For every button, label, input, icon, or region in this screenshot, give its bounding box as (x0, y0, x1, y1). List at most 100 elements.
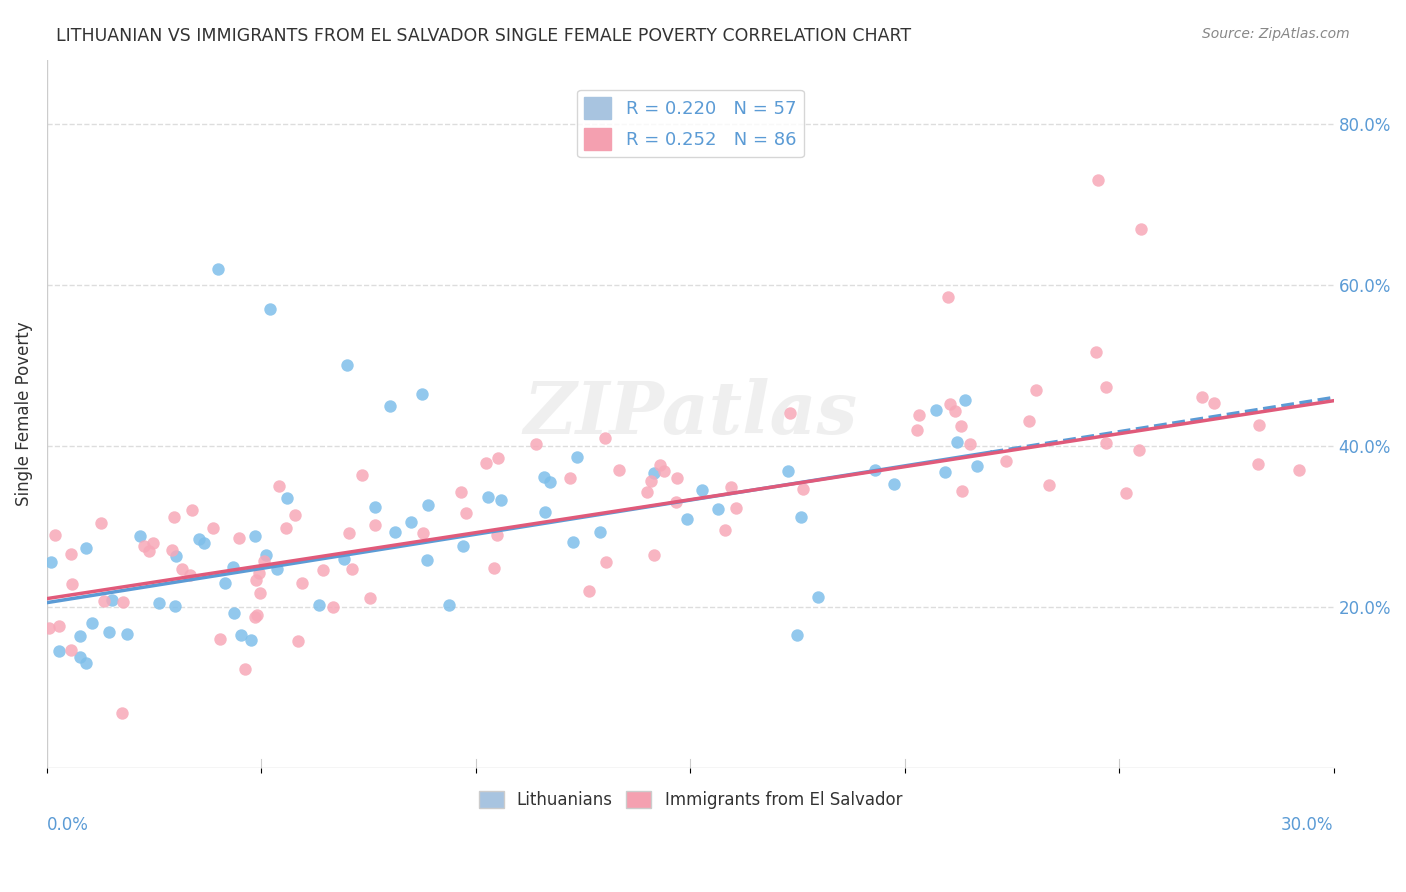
Point (75, 656, 97, 670)
Point (953, 392, 976, 407)
Point (336, 359, 359, 373)
Point (908, 409, 931, 423)
Point (477, 490, 499, 504)
Point (112, 595, 135, 609)
Point (259, 301, 281, 316)
Point (943, 404, 966, 418)
Point (724, 500, 747, 515)
Point (138, 544, 160, 558)
Point (98, 625, 121, 640)
Point (82, 615, 104, 630)
Point (399, 516, 422, 530)
Point (418, 498, 440, 512)
Point (253, 554, 276, 568)
Point (595, 555, 617, 569)
Point (648, 458, 671, 472)
Point (578, 584, 600, 599)
Point (714, 523, 737, 537)
Point (228, 531, 250, 545)
Point (1087, 173, 1109, 187)
Point (1129, 221, 1152, 235)
Point (101, 593, 124, 607)
Point (966, 458, 988, 473)
Point (561, 535, 583, 549)
Point (538, 475, 561, 490)
Point (593, 431, 616, 445)
Point (560, 470, 582, 484)
Point (652, 464, 675, 478)
Point (1025, 384, 1047, 398)
Point (187, 532, 209, 546)
Point (44, 528, 66, 542)
Point (454, 506, 477, 520)
Point (208, 632, 231, 646)
Point (249, 586, 271, 600)
Point (243, 529, 266, 543)
Point (720, 480, 742, 494)
Point (60, 576, 83, 591)
Point (179, 568, 201, 582)
Point (48, 643, 70, 657)
Text: 0.0%: 0.0% (46, 816, 89, 834)
Point (482, 561, 505, 575)
Point (224, 607, 246, 621)
Point (364, 500, 387, 515)
Point (308, 599, 330, 613)
Point (412, 526, 434, 541)
Point (148, 596, 170, 610)
Point (352, 468, 374, 483)
Point (936, 290, 959, 304)
Point (38, 621, 60, 635)
Point (337, 526, 360, 541)
Point (312, 563, 335, 577)
Point (239, 633, 262, 648)
Point (333, 551, 356, 566)
Point (643, 548, 665, 562)
Point (1202, 396, 1225, 410)
Point (128, 529, 150, 543)
Point (214, 576, 236, 591)
Point (994, 454, 1017, 468)
Point (181, 503, 204, 517)
Text: LITHUANIAN VS IMMIGRANTS FROM EL SALVADOR SINGLE FEMALE POVERTY CORRELATION CHAR: LITHUANIAN VS IMMIGRANTS FROM EL SALVADO… (56, 27, 911, 45)
Point (640, 474, 662, 488)
Point (779, 406, 801, 420)
Point (384, 525, 406, 540)
Point (93, 593, 115, 607)
Point (287, 634, 309, 648)
Point (925, 402, 948, 417)
Point (201, 521, 224, 535)
Point (90, 516, 112, 530)
Point (162, 542, 184, 557)
Point (959, 436, 981, 450)
Point (284, 508, 307, 523)
Point (786, 628, 808, 642)
Point (247, 566, 270, 580)
Point (245, 573, 267, 587)
Point (1249, 417, 1271, 432)
Point (115, 627, 138, 641)
Point (865, 463, 887, 477)
Point (1095, 380, 1118, 394)
Point (132, 539, 155, 553)
Point (1038, 478, 1060, 492)
Point (883, 476, 905, 491)
Point (59, 642, 82, 657)
Point (524, 437, 547, 451)
Point (416, 552, 439, 566)
Point (609, 463, 631, 477)
Point (665, 495, 688, 509)
Point (905, 423, 928, 437)
Text: ZIPatlas: ZIPatlas (523, 378, 858, 449)
Point (276, 491, 298, 506)
Point (1018, 414, 1040, 428)
Point (291, 575, 314, 590)
Point (790, 510, 813, 524)
Point (243, 609, 266, 624)
Point (946, 435, 969, 450)
Point (1246, 457, 1268, 471)
Point (60, 548, 83, 562)
Point (707, 502, 730, 516)
Point (274, 521, 297, 535)
Point (411, 386, 433, 401)
